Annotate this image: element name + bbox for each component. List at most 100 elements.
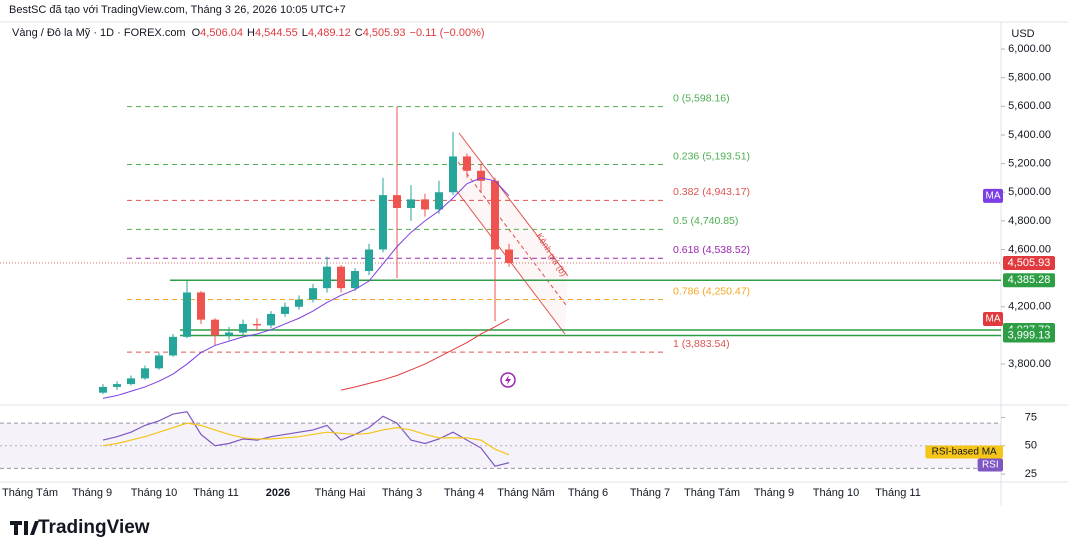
candle-body (491, 180, 499, 250)
candle-body (141, 368, 149, 379)
x-tick-label: Tháng 4 (444, 487, 484, 499)
fib-label: 0 (5,598.16) (673, 92, 730, 104)
logo-text: TradingView (38, 517, 150, 538)
fib-label: 0.618 (4,538.52) (673, 244, 750, 256)
quote-label: H (247, 27, 255, 39)
x-tick-label: Tháng 6 (568, 487, 608, 499)
y-tick-label: 5,000.00 (1008, 186, 1051, 198)
candle-body (155, 355, 163, 369)
event-icon-bolt (505, 375, 511, 385)
fib-label: 0.5 (4,740.85) (673, 215, 738, 227)
x-tick-label: 2026 (266, 487, 290, 499)
x-tick-label: Tháng 3 (382, 487, 422, 499)
candle-body (379, 195, 387, 250)
candle-body (337, 266, 345, 289)
event-icon[interactable] (500, 372, 516, 388)
legend-label: RSI-based MA (932, 447, 997, 458)
quote-bar: Vàng / Đô la Mỹ · 1D · FOREX.com O4,506.0… (12, 27, 489, 39)
candle-body (365, 249, 373, 271)
price-tag (1003, 328, 1055, 343)
candle-body (393, 195, 401, 208)
quote-label: L (301, 27, 308, 39)
candle-body (309, 288, 317, 300)
ma-line (340, 318, 510, 391)
candle-body (477, 170, 485, 181)
y-tick-label: 75 (1025, 411, 1037, 423)
fib-label: 0.382 (4,943.17) (673, 186, 750, 198)
y-tick-label: 5,800.00 (1008, 72, 1051, 84)
candle-body (225, 332, 233, 336)
candle-body (267, 313, 275, 326)
candle-body (99, 386, 107, 393)
legend-tag (977, 458, 1003, 472)
ma-tag (983, 188, 1003, 203)
candle-body (351, 270, 359, 289)
legend-label: RSI (982, 460, 999, 471)
quote-change: −0.11 (−0.00%) (409, 27, 485, 39)
candle-body (323, 266, 331, 289)
candle-body (463, 156, 471, 171)
x-tick-label: Tháng 10 (131, 487, 177, 499)
y-tick-label: 50 (1025, 440, 1037, 452)
x-tick-label: Tháng 10 (813, 487, 859, 499)
candle-body (239, 323, 247, 333)
y-tick-label: 5,600.00 (1008, 100, 1051, 112)
rsi-line (102, 422, 510, 456)
legend-tag (925, 445, 1003, 459)
y-tick-label: 25 (1025, 468, 1037, 480)
candle-body (281, 306, 289, 314)
candle-body (127, 378, 135, 385)
x-tick-label: Tháng 9 (72, 487, 112, 499)
channel-line (458, 132, 569, 277)
y-tick-label: 3,800.00 (1008, 358, 1051, 370)
fib-label: 0.786 (4,250.47) (673, 285, 750, 297)
fib-label: 1 (3,883.54) (673, 338, 730, 350)
x-tick-label: Tháng Hai (315, 487, 366, 499)
channel-fill (456, 133, 568, 334)
symbol-title: Vàng / Đô la Mỹ · 1D · FOREX.com (12, 27, 186, 39)
y-tick-label: 6,000.00 (1008, 43, 1051, 55)
currency: USD (1011, 28, 1034, 40)
y-tick-label: 5,200.00 (1008, 158, 1051, 170)
price-tag-label: 3,999.13 (1008, 329, 1051, 341)
candle-body (421, 199, 429, 210)
candle-body (211, 319, 219, 336)
price-tag (1003, 255, 1055, 270)
ma-tag-label: MA (986, 190, 1001, 201)
quote-value: 4,544.55 (254, 27, 298, 39)
quote-value: 4,506.04 (200, 27, 243, 39)
candle-body (183, 292, 191, 337)
ma-line (102, 177, 510, 399)
quote-label: C (354, 27, 363, 39)
price-tag (1003, 273, 1055, 288)
x-tick-label: Tháng Tám (684, 487, 740, 499)
y-tick-label: 4,200.00 (1008, 301, 1051, 313)
candle-body (113, 384, 121, 387)
ma-tag (983, 311, 1003, 326)
candle-body (197, 292, 205, 320)
header: BestSC đã tạo với TradingView.com, Tháng… (9, 4, 346, 16)
fib-label: 0.236 (5,193.51) (673, 150, 750, 162)
price-tag-label: 4,505.93 (1008, 257, 1051, 269)
candle-body (435, 192, 443, 210)
y-tick-label: 5,400.00 (1008, 129, 1051, 141)
x-tick-label: Tháng 11 (193, 487, 239, 499)
x-tick-label: Tháng Tám (2, 487, 58, 499)
channel-midline (457, 161, 567, 306)
candle-body (253, 323, 261, 326)
candle-body (295, 299, 303, 307)
candle-body (449, 156, 457, 193)
quote-label: O (191, 27, 201, 39)
x-tick-label: Tháng 7 (630, 487, 670, 499)
logo-mark (10, 521, 39, 535)
x-tick-label: Tháng 9 (754, 487, 794, 499)
ma-tag-label: MA (986, 314, 1001, 325)
candle-body (407, 199, 415, 208)
x-tick-label: Tháng 11 (875, 487, 921, 499)
price-tag-label: 4,385.28 (1008, 274, 1051, 286)
candle-body (505, 249, 513, 263)
quote-value: 4,505.93 (362, 27, 406, 39)
